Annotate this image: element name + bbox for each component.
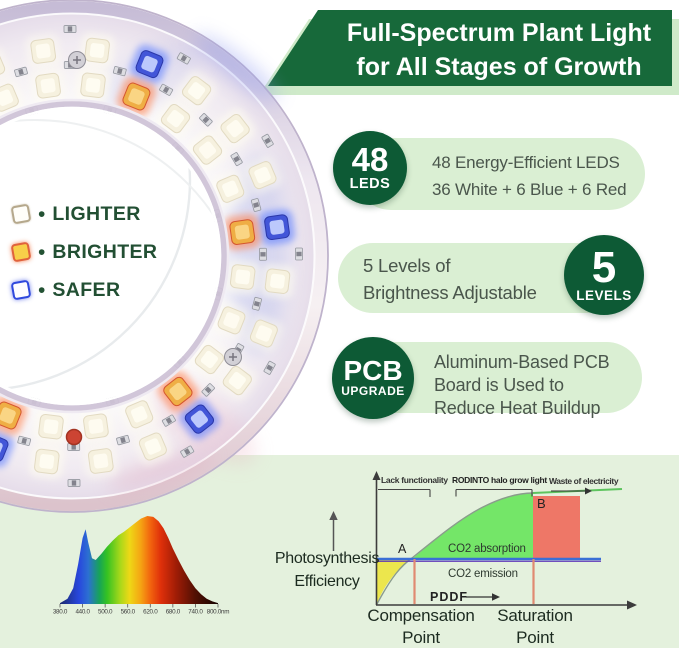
white-led-chip — [210, 169, 250, 209]
resistor-chip — [259, 247, 267, 261]
legend-row-lighter: • LIGHTER — [10, 202, 157, 226]
white-led-chip — [189, 339, 230, 380]
resistor-chip — [211, 208, 223, 223]
bottom-panel — [0, 455, 679, 648]
legend-row-safer: • SAFER — [10, 278, 157, 302]
white-led-chip — [77, 408, 114, 445]
resistor-chip — [172, 354, 186, 369]
white-led-chip — [0, 78, 25, 118]
badge-5-number: 5 — [591, 242, 617, 292]
resistor-chip — [17, 435, 32, 446]
badge-pcb-caption: UPGRADE — [341, 384, 405, 399]
white-led-chip — [25, 32, 62, 70]
white-led-chip — [217, 360, 258, 401]
white-led-chip — [30, 67, 67, 104]
resistor-chip — [14, 66, 28, 78]
resistor-chip — [24, 105, 39, 117]
resistor-chip — [159, 83, 174, 96]
resistor-chip — [102, 105, 117, 116]
feature-leds-line2: 36 White + 6 Blue + 6 Red — [432, 180, 627, 199]
badge-pcb-title: PCB — [343, 354, 403, 386]
resistor-chip — [63, 25, 77, 33]
resistor-chip — [201, 383, 215, 397]
red-led-chip — [224, 214, 261, 251]
resistor-chip — [230, 152, 243, 167]
legend-label-lighter: LIGHTER — [52, 202, 141, 225]
white-led-chip — [79, 32, 116, 69]
headline-line2: for All Stages of Growth — [356, 53, 642, 81]
badge-pcb: PCB UPGRADE — [332, 337, 414, 419]
white-led-chip — [224, 259, 261, 295]
white-led-chip — [75, 67, 111, 104]
yellow-led-icon — [10, 241, 32, 263]
resistor-chip — [63, 61, 77, 69]
led-legend: • LIGHTER • BRIGHTER • SAFER — [10, 202, 158, 318]
white-led-chip — [214, 108, 256, 149]
resistor-chip — [212, 286, 223, 301]
resistor-chip — [176, 52, 191, 65]
blue-led-chip — [258, 209, 296, 246]
headline-line1: Full-Spectrum Plant Light — [346, 19, 652, 47]
white-led-chip — [259, 263, 296, 300]
legend-label-safer: SAFER — [52, 278, 121, 301]
resistor-chip — [112, 66, 127, 77]
feature-pcb-line2: Board is Used to — [434, 375, 564, 395]
legend-bullet: • — [38, 240, 46, 264]
feature-pill-leds: 48 Energy-Efficient LEDS 36 White + 6 Bl… — [355, 138, 645, 210]
resistor-chip — [251, 296, 262, 311]
badge-48-number: 48 — [351, 141, 389, 179]
red-led-chip — [116, 77, 156, 116]
white-led-chip — [0, 46, 11, 85]
resistor-chip — [295, 247, 303, 261]
legend-row-brighter: • BRIGHTER — [10, 240, 158, 264]
feature-pcb-line3: Reduce Heat Buildup — [434, 398, 601, 418]
feature-levels-line2: Brightness Adjustable — [363, 282, 537, 303]
white-led-chip — [155, 98, 196, 139]
white-led-chip — [187, 129, 228, 171]
screw — [68, 51, 86, 69]
white-led-chip — [176, 70, 217, 111]
white-led-chip — [33, 408, 69, 445]
white-led-chip — [212, 300, 251, 340]
legend-bullet: • — [38, 202, 46, 226]
red-led-chip — [0, 396, 28, 435]
resistor-chip — [232, 343, 245, 358]
resistor-chip — [170, 142, 185, 156]
feature-pcb-line1: Aluminum-Based PCB — [434, 352, 610, 372]
ring-blue-tint — [228, 155, 288, 355]
resistor-chip — [261, 133, 274, 148]
resistor-chip — [67, 443, 81, 451]
resistor-chip — [161, 414, 176, 427]
white-led-icon — [10, 203, 32, 225]
feature-leds-line1: 48 Energy-Efficient LEDS — [432, 153, 620, 172]
feature-levels-line1: 5 Levels of — [363, 255, 451, 276]
resistor-chip — [105, 395, 120, 407]
white-led-chip — [119, 394, 159, 434]
resistor-chip — [250, 198, 262, 212]
badge-5-levels: 5 LEVELS — [564, 235, 644, 315]
red-led-chip — [157, 371, 199, 412]
resistor-chip — [27, 396, 42, 407]
resistor-chip — [199, 113, 213, 127]
resistor-chip — [263, 360, 276, 375]
headline-banner: Full-Spectrum Plant Light for All Stages… — [268, 10, 672, 86]
blue-led-icon — [10, 279, 32, 301]
blue-led-chip — [179, 398, 220, 440]
white-led-chip — [243, 155, 282, 195]
badge-48-leds: 48 LEDS — [333, 131, 407, 205]
blue-led-chip — [130, 44, 169, 84]
resistor-chip — [116, 434, 130, 446]
badge-5-caption: LEVELS — [576, 288, 632, 304]
screw — [224, 348, 242, 366]
ring-top-tint — [95, 39, 205, 111]
legend-label-brighter: BRIGHTER — [52, 240, 158, 263]
legend-bullet: • — [38, 278, 46, 302]
white-led-chip — [244, 314, 284, 353]
red-capacitor — [65, 428, 83, 446]
badge-48-caption: LEDS — [349, 175, 391, 192]
rim-lavender-glow — [195, 34, 279, 102]
